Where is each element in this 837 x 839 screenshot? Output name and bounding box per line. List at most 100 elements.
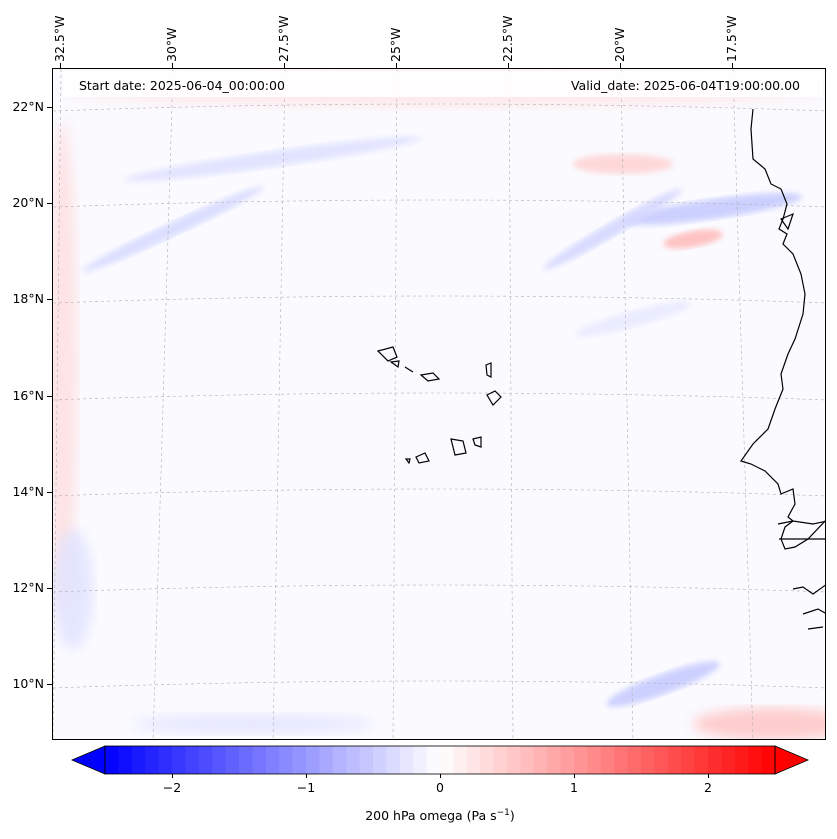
latitude-label: 16°N: [12, 388, 44, 403]
map-panel: [52, 68, 826, 740]
colorbar-cell: [225, 746, 240, 774]
colorbar-tick-label: 0: [436, 780, 444, 795]
colorbar-title-exponent: −1: [496, 808, 510, 818]
gridline-lon: [732, 69, 754, 739]
field-patch-blue: [82, 186, 264, 272]
gridline-lon: [620, 69, 634, 739]
coastlines: [376, 108, 825, 630]
colorbar-cell: [614, 746, 629, 774]
cape-verde-maio: [472, 436, 482, 448]
header-band: [63, 71, 823, 97]
latitude-tick: [47, 396, 52, 397]
cape-verde-sal: [485, 362, 492, 378]
longitude-tick: [172, 63, 173, 68]
colorbar-tick: [440, 774, 441, 778]
field-patch-blue: [606, 661, 720, 707]
start-date-label: Start date: 2025-06-04_00:00:00: [79, 78, 285, 93]
longitude-label: 20°W: [612, 27, 627, 62]
latitude-label: 14°N: [12, 484, 44, 499]
cape-verde-boa-vista: [486, 390, 502, 406]
latitude-label: 22°N: [12, 99, 44, 114]
longitude-label: 27.5°W: [276, 15, 291, 62]
gridline-lat: [53, 103, 825, 112]
longitude-tick: [732, 63, 733, 68]
colorbar-cell: [748, 746, 763, 774]
guinea-bissau-coast: [792, 584, 825, 595]
omega-field: [53, 69, 825, 739]
colorbar-cell: [641, 746, 655, 774]
field-patch-blue: [623, 193, 803, 225]
gridline-lat: [53, 488, 825, 497]
cape-verde-fogo: [415, 452, 430, 464]
latitude-label: 10°N: [12, 676, 44, 691]
colorbar-cell: [131, 746, 146, 774]
longitude-tick: [60, 63, 61, 68]
gridline-lon: [392, 69, 398, 739]
field-patch-red: [573, 154, 673, 174]
colorbar-cell: [734, 746, 749, 774]
longitude-label: 32.5°W: [52, 15, 67, 62]
colorbar-cell: [198, 746, 213, 774]
gridline-lon: [508, 69, 514, 739]
gridline-lat: [53, 199, 825, 208]
colorbar-tick-label: 2: [704, 780, 712, 795]
longitude-label: 30°W: [164, 27, 179, 62]
colorbar-cell: [252, 746, 267, 774]
field-patch-red: [663, 229, 723, 249]
gridline-lon: [272, 69, 286, 739]
colorbar-cell: [533, 746, 548, 774]
latitude-tick: [47, 299, 52, 300]
field-patch-blue: [124, 136, 422, 182]
field-patch-blue: [575, 301, 691, 337]
colorbar-cell: [265, 746, 280, 774]
colorbar-cell: [319, 746, 334, 774]
colorbar-extend-low: [70, 745, 106, 775]
gridline-lon: [53, 69, 62, 739]
longitude-tick: [284, 63, 285, 68]
longitude-tick: [396, 63, 397, 68]
field-patch-blue: [133, 714, 373, 734]
colorbar-cell: [158, 746, 173, 774]
map-canvas: [53, 69, 825, 739]
cape-verde-sao-nicolau: [419, 372, 441, 382]
valid-date-label: Valid_date: 2025-06-04T19:00:00.00: [570, 78, 800, 93]
colorbar-cell: [373, 746, 387, 774]
colorbar-tick: [306, 774, 307, 778]
longitude-tick: [508, 63, 509, 68]
field-background: [53, 69, 825, 739]
latitude-tick: [47, 107, 52, 108]
gridline-lon: [152, 69, 174, 739]
colorbar-tick-label: 1: [570, 780, 578, 795]
cape-verde-santa-luzia: [404, 366, 414, 373]
colorbar: [70, 745, 810, 775]
colorbar-cell: [507, 746, 521, 774]
colorbar-cell: [145, 746, 160, 774]
gridline-lat: [53, 392, 825, 401]
colorbar-cell: [708, 746, 722, 774]
graticule: [53, 69, 825, 739]
latitude-tick: [47, 684, 52, 685]
latitude-label: 12°N: [12, 580, 44, 595]
colorbar-cell: [654, 746, 669, 774]
colorbar-cell: [440, 746, 454, 774]
colorbar-tick: [708, 774, 709, 778]
colorbar-cell: [413, 746, 428, 774]
colorbar-cell: [453, 746, 468, 774]
longitude-label: 25°W: [388, 27, 403, 62]
colorbar-tick: [172, 774, 173, 778]
longitude-label: 17.5°W: [724, 15, 739, 62]
colorbar-cell: [306, 746, 320, 774]
gridline-lat: [53, 680, 825, 689]
colorbar-tick-label: −1: [296, 780, 316, 795]
colorbar-cell: [359, 746, 374, 774]
colorbar-cell: [600, 746, 615, 774]
cape-verde-santo-antao: [376, 346, 398, 362]
colorbar-extend-high: [774, 745, 810, 775]
field-patch-blue: [53, 529, 93, 649]
colorbar-cell: [466, 746, 481, 774]
colorbar-cell: [279, 746, 294, 774]
colorbar-cell: [681, 746, 696, 774]
colorbar-cell: [118, 746, 133, 774]
cape-verde-brava: [404, 458, 411, 465]
colorbar-cell: [332, 746, 347, 774]
